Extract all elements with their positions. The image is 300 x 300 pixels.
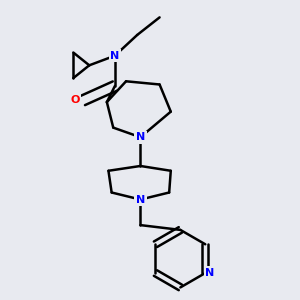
Text: O: O bbox=[70, 95, 80, 106]
Text: N: N bbox=[136, 132, 145, 142]
Text: N: N bbox=[136, 194, 145, 205]
Text: N: N bbox=[206, 268, 215, 278]
Text: N: N bbox=[110, 51, 119, 61]
